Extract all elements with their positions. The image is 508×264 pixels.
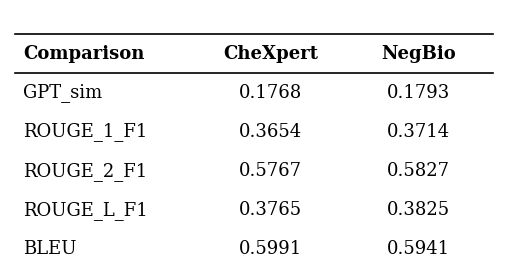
Text: 0.5941: 0.5941 xyxy=(387,240,450,258)
Text: GPT_sim: GPT_sim xyxy=(23,83,102,102)
Text: 0.3714: 0.3714 xyxy=(387,123,450,141)
Text: Comparison: Comparison xyxy=(23,45,144,63)
Text: ROUGE_2_F1: ROUGE_2_F1 xyxy=(23,162,147,181)
Text: 0.3825: 0.3825 xyxy=(387,201,450,219)
Text: 0.1793: 0.1793 xyxy=(387,84,451,102)
Text: 0.1768: 0.1768 xyxy=(239,84,302,102)
Text: 0.5767: 0.5767 xyxy=(239,162,302,180)
Text: BLEU: BLEU xyxy=(23,240,76,258)
Text: NegBio: NegBio xyxy=(382,45,456,63)
Text: 0.3654: 0.3654 xyxy=(239,123,302,141)
Text: 0.3765: 0.3765 xyxy=(239,201,302,219)
Text: CheXpert: CheXpert xyxy=(223,45,318,63)
Text: ROUGE_L_F1: ROUGE_L_F1 xyxy=(23,201,148,220)
Text: 0.5991: 0.5991 xyxy=(239,240,302,258)
Text: 0.5827: 0.5827 xyxy=(387,162,450,180)
Text: ROUGE_1_F1: ROUGE_1_F1 xyxy=(23,122,147,142)
